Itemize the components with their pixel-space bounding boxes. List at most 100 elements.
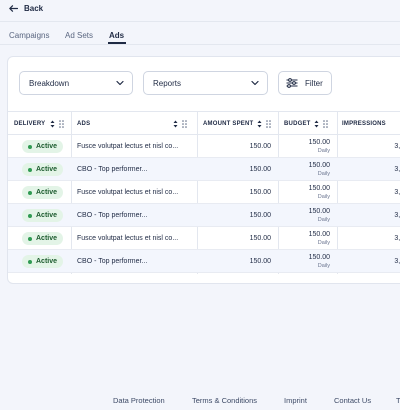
table-row[interactable]: Active CBO - Top performer... 150.00 150.00…: [8, 250, 400, 273]
tab-bar: Campaigns Ad Sets Ads: [0, 22, 400, 45]
column-header-label: DELIVERY: [14, 121, 46, 127]
column-header-label: BUDGET: [284, 121, 311, 127]
status-label: Active: [36, 166, 58, 173]
impressions-cell: 3,71: [394, 189, 400, 196]
status-label: Active: [36, 143, 58, 150]
ads-table-card: Breakdown Reports Filter DELIVERY: [7, 56, 400, 284]
table-row[interactable]: Active CBO - Top performer... 150.00 150.00…: [8, 204, 400, 227]
status-badge: Active: [22, 163, 64, 176]
column-header-amount-spent[interactable]: AMOUNT SPENT: [203, 112, 279, 136]
column-header-label: IMPRESSIONS: [342, 121, 386, 127]
chevron-down-icon: [251, 80, 259, 86]
budget-cell: 150.00 Daily: [284, 158, 330, 181]
column-header-label: AMOUNT SPENT: [203, 121, 254, 127]
ad-name-cell[interactable]: Fusce volutpat lectus et nisl co...: [77, 189, 179, 196]
budget-value: 150.00: [308, 138, 330, 146]
column-header-label: ADS: [77, 121, 91, 127]
budget-cell: 150.00 Daily: [284, 181, 330, 204]
table-row[interactable]: Active Fusce volutpat lectus et nisl co..…: [8, 181, 400, 204]
budget-value: 150.00: [308, 253, 330, 261]
sort-icon[interactable]: [314, 120, 319, 128]
filter-label: Filter: [305, 78, 323, 88]
column-divider: [278, 111, 279, 274]
sort-icon[interactable]: [173, 120, 178, 128]
divider: [0, 21, 400, 22]
drag-handle-icon[interactable]: [182, 120, 187, 128]
amount-spent-cell: 150.00: [249, 189, 271, 196]
tab-ad-sets[interactable]: Ad Sets: [65, 31, 94, 40]
tab-ads[interactable]: Ads: [109, 31, 125, 40]
budget-type: Daily: [317, 262, 330, 269]
status-badge: Active: [22, 255, 64, 268]
status-dot-icon: [28, 236, 32, 241]
status-dot-icon: [28, 190, 32, 195]
sort-icon[interactable]: [50, 120, 55, 128]
budget-type: Daily: [317, 147, 330, 154]
footer-link-contact[interactable]: Contact Us: [334, 396, 372, 405]
column-header-budget[interactable]: BUDGET: [284, 112, 338, 136]
status-label: Active: [36, 189, 58, 196]
ad-name-cell[interactable]: Fusce volutpat lectus et nisl co...: [77, 235, 179, 242]
drag-handle-icon[interactable]: [59, 120, 64, 128]
status-badge: Active: [22, 140, 64, 153]
impressions-cell: 3,71: [394, 258, 400, 265]
reports-dropdown[interactable]: Reports: [143, 71, 268, 95]
footer-link-terms[interactable]: Terms & Conditions: [192, 396, 258, 405]
delivery-cell: Active: [22, 181, 70, 204]
chevron-down-icon: [116, 80, 124, 86]
budget-cell: 150.00 Daily: [284, 250, 330, 273]
delivery-cell: Active: [22, 227, 70, 250]
top-bar: Back: [0, 0, 400, 21]
column-header-ads[interactable]: ADS: [77, 112, 195, 136]
breakdown-dropdown[interactable]: Breakdown: [19, 71, 133, 95]
status-label: Active: [36, 235, 58, 242]
delivery-cell: Active: [22, 135, 70, 158]
column-divider: [337, 111, 338, 274]
divider: [0, 44, 400, 45]
ad-name-cell[interactable]: CBO - Top performer...: [77, 166, 148, 173]
status-dot-icon: [28, 259, 32, 264]
drag-handle-icon[interactable]: [323, 120, 328, 128]
tab-campaigns[interactable]: Campaigns: [9, 31, 50, 40]
delivery-cell: Active: [22, 158, 70, 181]
footer-link-data-protection[interactable]: Data Protection: [113, 396, 165, 405]
filter-button[interactable]: Filter: [278, 71, 332, 95]
impressions-cell: 3,71: [394, 143, 400, 150]
column-header-delivery[interactable]: DELIVERY: [14, 112, 72, 136]
ad-name-cell[interactable]: CBO - Top performer...: [77, 258, 148, 265]
status-label: Active: [36, 258, 58, 265]
budget-value: 150.00: [308, 184, 330, 192]
impressions-cell: 3,71: [394, 166, 400, 173]
column-divider: [197, 111, 198, 274]
delivery-cell: Active: [22, 250, 70, 273]
footer-link-truncated[interactable]: T: [396, 396, 400, 405]
footer: Data Protection Terms & Conditions Impri…: [0, 390, 400, 410]
table-row[interactable]: Active CBO - Top performer... 150.00 150.00…: [8, 158, 400, 181]
budget-type: Daily: [317, 170, 330, 177]
budget-cell: 150.00 Daily: [284, 227, 330, 250]
status-badge: Active: [22, 209, 64, 222]
ad-name-cell[interactable]: Fusce volutpat lectus et nisl co...: [77, 143, 179, 150]
budget-value: 150.00: [308, 161, 330, 169]
ad-name-cell[interactable]: CBO - Top performer...: [77, 212, 148, 219]
back-label: Back: [24, 4, 44, 13]
table-row[interactable]: Active Fusce volutpat lectus et nisl co..…: [8, 135, 400, 158]
budget-cell: 150.00 Daily: [284, 204, 330, 227]
back-button[interactable]: Back: [9, 4, 43, 13]
table-row[interactable]: Active Fusce volutpat lectus et nisl co..…: [8, 227, 400, 250]
sort-icon[interactable]: [257, 120, 262, 128]
footer-link-imprint[interactable]: Imprint: [284, 396, 307, 405]
column-divider: [71, 111, 72, 274]
budget-value: 150.00: [308, 230, 330, 238]
budget-type: Daily: [317, 193, 330, 200]
reports-label: Reports: [153, 78, 182, 88]
active-tab-indicator: [108, 42, 126, 44]
budget-type: Daily: [317, 239, 330, 246]
status-dot-icon: [28, 144, 32, 149]
status-badge: Active: [22, 232, 64, 245]
budget-cell: 150.00 Daily: [284, 135, 330, 158]
amount-spent-cell: 150.00: [249, 235, 271, 242]
column-header-impressions[interactable]: IMPRESSIONS: [342, 112, 400, 136]
drag-handle-icon[interactable]: [266, 120, 271, 128]
breakdown-label: Breakdown: [29, 78, 70, 88]
